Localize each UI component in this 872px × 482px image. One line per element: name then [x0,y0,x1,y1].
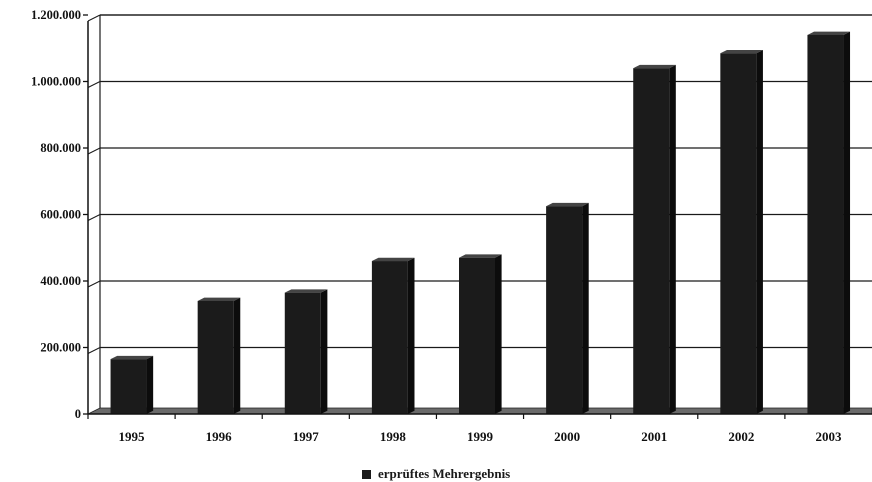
y-tick-labels: 0 200.000 400.000 600.000 800.000 1.000.000 1.… [31,8,81,421]
bar-side [146,355,154,414]
x-tick-label: 1998 [380,429,407,444]
bar-top [633,64,676,69]
y-tick-label: 600.000 [40,208,81,222]
bar-1997 [284,292,321,414]
bar-side [669,64,676,415]
bar-side [756,49,763,414]
bar-2003 [807,34,844,414]
x-tick-label: 2002 [728,429,754,444]
bar-2000 [546,206,583,414]
bar-side [582,202,589,414]
bar-side [233,297,241,414]
y-tick-label: 0 [75,407,81,421]
x-tick-label: 2000 [554,429,580,444]
y-tick-label: 1.200.000 [31,8,81,22]
bar-top [546,202,589,207]
bar-side [320,289,328,414]
bars [110,31,851,415]
x-tick-label: 1995 [119,429,146,444]
gridline-depth [87,214,101,221]
gridline-depth [87,147,101,155]
x-tick-label: 1999 [467,429,494,444]
y-tick-label: 200.000 [40,341,81,355]
y-tick-label: 400.000 [40,274,81,288]
axes [83,14,872,419]
bar-top [720,49,763,54]
gridline-depth [87,280,101,288]
bar-1999 [459,257,495,414]
bar-1995 [110,359,147,414]
y-tick-label: 800.000 [40,141,81,155]
legend-label: erprüftes Mehrergebnis [377,466,511,481]
x-tick-label: 1997 [293,429,320,444]
bar-top [197,297,241,301]
y-tick-label: 1.000.000 [31,75,81,89]
x-tick-label: 2003 [815,429,842,444]
bar-top [371,257,415,262]
x-tick-label: 1996 [206,429,233,444]
legend: erprüftes Mehrergebnis [0,466,872,482]
bar-1996 [197,300,234,414]
bar-top [807,31,851,35]
bar-2001 [633,68,670,414]
bar-side [495,254,502,414]
bar-side [843,31,851,415]
bar-1998 [371,261,408,414]
bar-side [407,257,415,414]
bar-top [459,254,502,258]
x-tick-label: 2001 [641,429,667,444]
gridline-depth [87,14,101,22]
bar-top [110,355,154,360]
x-tick-labels: 1995 1996 1997 1998 1999 2000 2001 2002 2003 [119,429,842,444]
bar-2002 [720,53,757,415]
legend-swatch [361,470,371,479]
gridline-depth [87,81,101,88]
gridline-depth [87,347,101,354]
bar-top [284,289,328,293]
